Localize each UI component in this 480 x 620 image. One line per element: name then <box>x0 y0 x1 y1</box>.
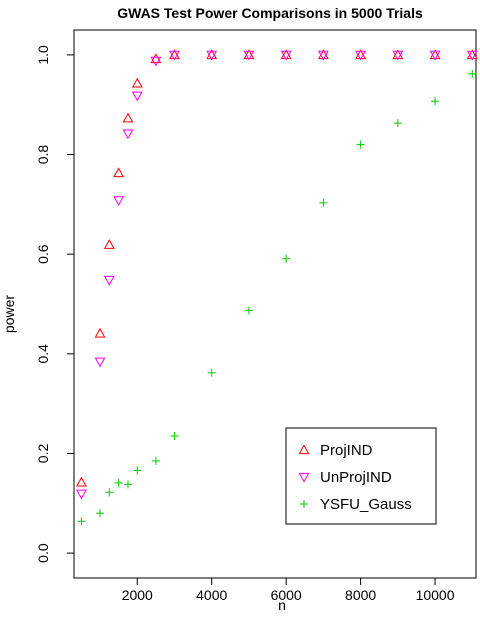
data-point <box>151 456 160 465</box>
data-point <box>94 327 106 338</box>
plot-area: 2000 4000 6000 8000 10000 0.0 0.2 0.4 0.6 0.8 1.0 <box>35 29 478 603</box>
data-point <box>170 432 179 441</box>
data-point <box>431 97 440 106</box>
series-projind <box>75 49 478 487</box>
data-point <box>317 50 329 61</box>
legend: ProjIND UnProjIND YSFU_Gauss <box>285 427 437 525</box>
data-point <box>468 69 477 78</box>
legend-label: ProjIND <box>320 442 373 459</box>
data-point <box>393 119 402 128</box>
y-tick-label: 0.0 <box>35 543 51 563</box>
legend-label: YSFU_Gauss <box>320 496 412 513</box>
data-point <box>113 196 125 207</box>
data-point <box>282 254 291 263</box>
data-point <box>114 478 123 487</box>
chart-title: GWAS Test Power Comparisons in 5000 Tria… <box>117 5 423 21</box>
data-point <box>94 357 106 368</box>
data-point <box>122 112 134 123</box>
data-point <box>206 50 218 61</box>
data-point <box>429 50 441 61</box>
data-point <box>207 368 216 377</box>
y-tick-label: 1.0 <box>35 45 51 65</box>
x-tick-label: 4000 <box>196 587 227 603</box>
data-point <box>466 50 478 61</box>
data-point <box>96 509 105 518</box>
plot-frame <box>73 29 477 579</box>
legend-marker <box>300 500 308 508</box>
data-point <box>169 50 180 61</box>
data-point <box>123 480 132 489</box>
data-point <box>133 466 142 475</box>
y-tick-label: 0.8 <box>35 145 51 165</box>
data-point <box>356 140 365 149</box>
y-axis-label: power <box>1 295 17 333</box>
data-point <box>244 306 253 315</box>
x-axis-label: n <box>278 597 286 613</box>
data-point <box>103 275 115 286</box>
data-point <box>150 56 162 67</box>
series-ysfu-gauss <box>77 69 477 526</box>
x-tick-label: 8000 <box>345 587 376 603</box>
y-tick-label: 0.6 <box>35 244 51 264</box>
data-point <box>75 476 87 487</box>
x-tick-label: 2000 <box>122 587 153 603</box>
data-point <box>103 239 115 249</box>
x-tick-label: 6000 <box>271 587 302 603</box>
data-point <box>131 91 143 102</box>
x-tick-label: 10000 <box>416 587 455 603</box>
data-point <box>113 167 125 178</box>
data-point <box>150 53 162 64</box>
data-point <box>122 129 134 140</box>
legend-marker <box>298 444 310 455</box>
legend-marker <box>298 472 310 483</box>
data-point <box>75 489 87 500</box>
data-point <box>243 50 255 61</box>
data-point <box>355 50 367 61</box>
series-unprojind <box>75 50 478 500</box>
y-tick-label: 0.2 <box>35 444 51 464</box>
y-tick-label: 0.4 <box>35 344 51 364</box>
data-point <box>392 50 404 61</box>
data-point <box>131 77 143 88</box>
legend-label: UnProjIND <box>320 469 392 486</box>
data-point <box>280 50 292 61</box>
data-point <box>105 488 114 497</box>
data-point <box>319 198 328 207</box>
legend-box <box>285 427 437 525</box>
data-point <box>77 517 86 526</box>
